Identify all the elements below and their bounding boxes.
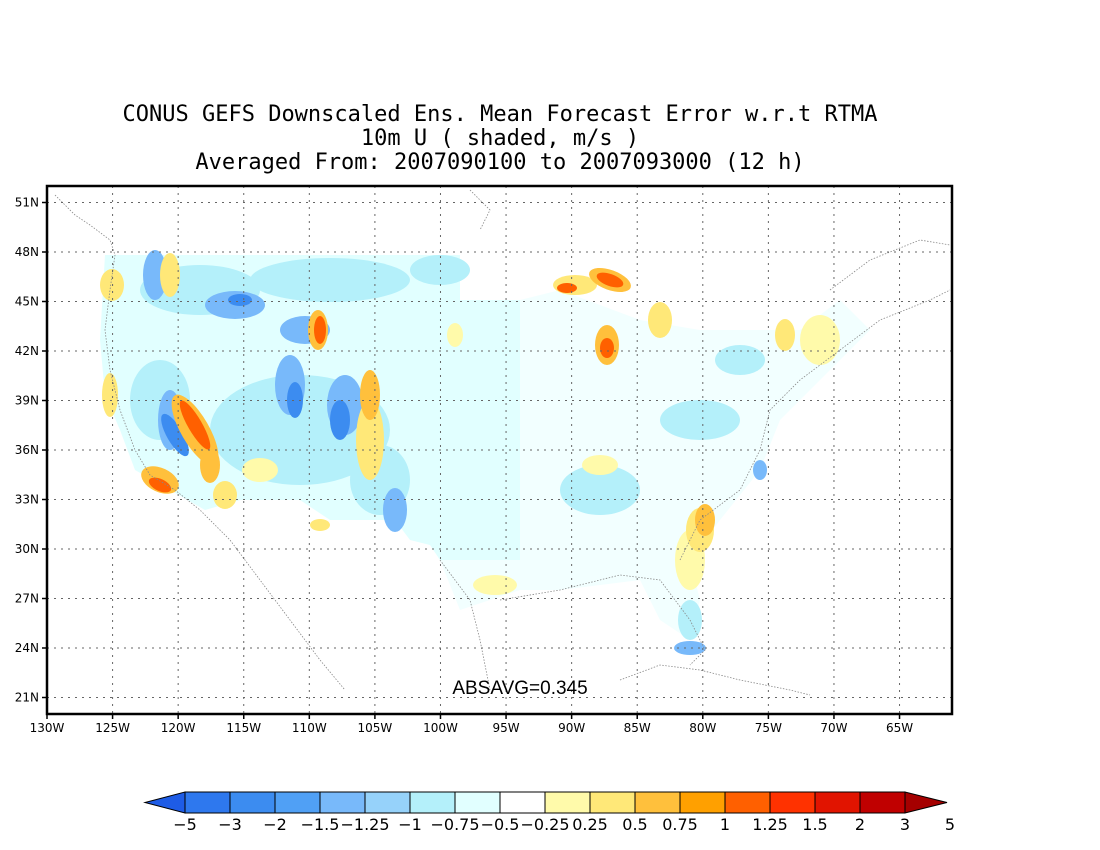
colorbar-swatch xyxy=(634,791,681,814)
colorbar-swatch xyxy=(859,791,906,814)
colorbar-label: 0.5 xyxy=(622,815,647,834)
lon-tick-label: 80W xyxy=(689,721,716,735)
lat-tick-label: 48N xyxy=(15,245,39,259)
colorbar-swatch xyxy=(454,791,501,814)
colorbar-label: 1.25 xyxy=(752,815,788,834)
colorbar-swatch xyxy=(769,791,816,814)
title-line-1: CONUS GEFS Downscaled Ens. Mean Forecast… xyxy=(122,102,878,127)
colorbar-swatch xyxy=(229,791,276,814)
lat-tick-label: 30N xyxy=(15,542,39,556)
lon-tick-label: 125W xyxy=(95,721,130,735)
lon-tick-label: 65W xyxy=(886,721,913,735)
lat-tick-label: 27N xyxy=(15,592,39,606)
title-line-2: 10m U ( shaded, m/s ) xyxy=(360,126,640,151)
east-background xyxy=(440,290,870,640)
lon-tick-label: 115W xyxy=(226,721,261,735)
lon-tick-label: 120W xyxy=(161,721,196,735)
colorbar-label: −1.25 xyxy=(340,815,389,834)
colorbar-label: −1.5 xyxy=(301,815,340,834)
lon-tick-label: 130W xyxy=(30,721,65,735)
colorbar-label: 2 xyxy=(855,815,865,834)
colorbar-label: −5 xyxy=(173,815,197,834)
colorbar-swatch xyxy=(724,791,771,814)
colorbar-label: 0.75 xyxy=(662,815,698,834)
colorbar-label: −0.25 xyxy=(520,815,569,834)
colorbar-label: 0.25 xyxy=(572,815,608,834)
colorbar-label: −0.5 xyxy=(481,815,520,834)
lat-tick-label: 45N xyxy=(15,295,39,309)
colorbar-label: 3 xyxy=(900,815,910,834)
lon-tick-label: 75W xyxy=(755,721,782,735)
colorbar-swatch xyxy=(814,791,861,814)
lon-tick-label: 95W xyxy=(492,721,519,735)
lat-tick-label: 36N xyxy=(15,443,39,457)
colorbar-swatch xyxy=(319,791,366,814)
colorbar-swatch xyxy=(589,791,636,814)
colorbar-swatch xyxy=(364,791,411,814)
lon-tick-label: 70W xyxy=(820,721,847,735)
lat-tick-label: 39N xyxy=(15,394,39,408)
colorbar-label: −1 xyxy=(398,815,422,834)
colorbar-high-arrow xyxy=(904,791,948,814)
title-line-3: Averaged From: 2007090100 to 2007093000 … xyxy=(195,150,805,175)
lat-tick-label: 24N xyxy=(15,641,39,655)
colorbar-label: 1.5 xyxy=(802,815,827,834)
colorbar-swatch xyxy=(679,791,726,814)
colorbar-swatch xyxy=(409,791,456,814)
colorbar-label: 1 xyxy=(720,815,730,834)
lon-tick-label: 110W xyxy=(292,721,327,735)
lat-tick-label: 21N xyxy=(15,691,39,705)
coastlines xyxy=(54,189,951,696)
lat-axis: 21N 24N 27N 30N 33N 36N 39N 42N 45N 48N 51N xyxy=(15,196,47,705)
colorbar-swatch xyxy=(184,791,231,814)
lat-tick-label: 51N xyxy=(15,196,39,210)
colorbar-swatch xyxy=(499,791,546,814)
absavg-label: ABSAVG=0.345 xyxy=(452,678,587,699)
colorbar-label: −0.75 xyxy=(430,815,479,834)
color-bar: −5 −3 −2 −1.5 −1.25 −1 −0.75 −0.5 −0.25 0.25 0.5 0.… xyxy=(143,791,955,834)
colorbar-swatch xyxy=(274,791,321,814)
lat-tick-label: 33N xyxy=(15,493,39,507)
lon-axis: 130W 125W 120W 115W 110W 105W 100W 95W 90W 85W 80W… xyxy=(30,714,913,735)
lon-tick-label: 85W xyxy=(624,721,651,735)
lon-tick-label: 100W xyxy=(423,721,458,735)
colorbar-label: −2 xyxy=(263,815,287,834)
lat-tick-label: 42N xyxy=(15,344,39,358)
shaded-field xyxy=(100,250,870,655)
colorbar-low-arrow xyxy=(143,791,186,814)
colorbar-label: −3 xyxy=(218,815,242,834)
lon-tick-label: 90W xyxy=(558,721,585,735)
colorbar-label: 5 xyxy=(945,815,955,834)
lon-tick-label: 105W xyxy=(358,721,393,735)
colorbar-swatch xyxy=(544,791,591,814)
